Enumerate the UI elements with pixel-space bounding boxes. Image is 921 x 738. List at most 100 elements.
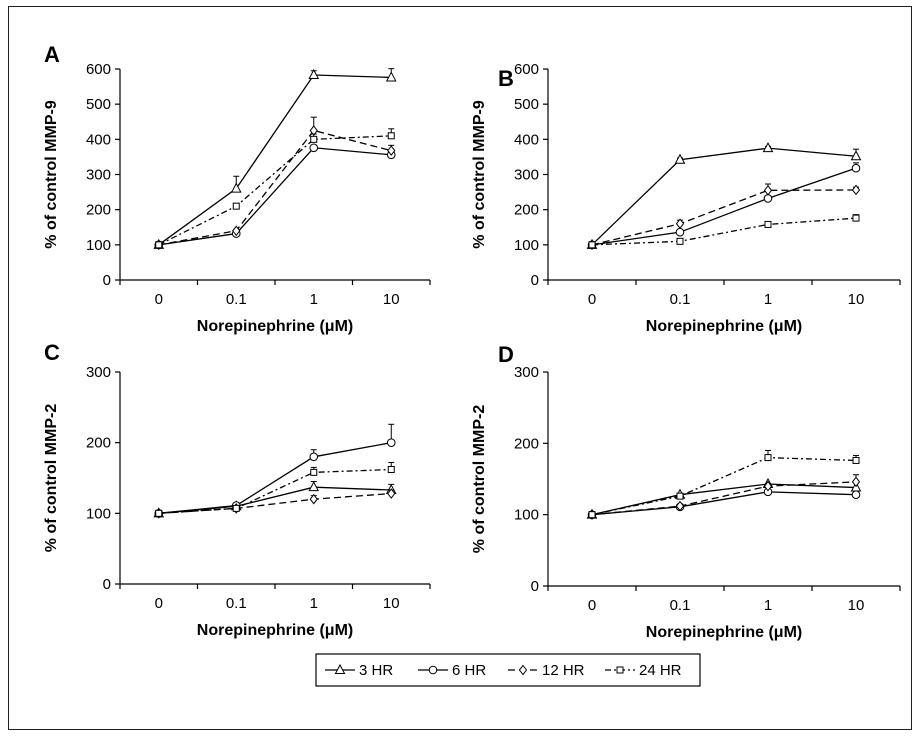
y-tick-label: 300 <box>86 167 111 184</box>
x-tick-label: 0.1 <box>670 291 691 308</box>
data-point <box>308 68 320 79</box>
x-tick-label: 1 <box>310 291 318 308</box>
series-3-hr <box>586 477 862 519</box>
data-point <box>588 241 596 249</box>
data-point <box>763 185 773 196</box>
series-line <box>591 147 857 246</box>
x-tick-label: 0 <box>588 597 596 614</box>
series-line <box>158 468 392 514</box>
legend-label: 12 HR <box>542 662 585 679</box>
x-tick-label: 0.1 <box>226 595 247 612</box>
y-tick-label: 0 <box>103 576 111 593</box>
x-axis-label: Norepinephrine (μM) <box>197 622 353 639</box>
data-point <box>851 476 861 488</box>
series-line <box>591 189 857 246</box>
legend-marker <box>428 665 438 675</box>
panel-letter: C <box>44 340 60 365</box>
x-tick-label: 10 <box>383 595 400 612</box>
data-point <box>387 145 396 156</box>
legend-marker <box>518 664 528 676</box>
data-point <box>851 163 861 173</box>
data-point <box>852 214 860 222</box>
x-tick-label: 0.1 <box>670 597 691 614</box>
series-line <box>158 135 392 246</box>
data-point <box>309 143 319 153</box>
data-point <box>764 454 772 462</box>
y-tick-label: 200 <box>86 202 111 219</box>
legend: 3 HR 6 HR 12 HR 24 HR <box>315 653 701 687</box>
data-point <box>674 153 686 164</box>
y-tick-label: 200 <box>86 435 111 452</box>
data-point <box>762 142 774 153</box>
x-tick-label: 10 <box>848 291 865 308</box>
data-point <box>387 488 396 499</box>
series-6-hr <box>154 143 396 250</box>
chart-panel-b: B 0 100 200 300 400 500 600 0 0.1 1 10 Norepinephrin… <box>471 61 901 335</box>
series-line <box>591 167 857 246</box>
x-axis-label: Norepinephrine (μM) <box>646 318 802 335</box>
data-point <box>850 150 862 161</box>
y-tick-label: 100 <box>514 237 539 254</box>
x-tick-label: 0 <box>155 595 163 612</box>
x-tick-label: 1 <box>310 595 318 612</box>
x-tick-label: 10 <box>383 291 400 308</box>
y-axis-label: % of control MMP-9 <box>471 100 488 249</box>
panel-letter: D <box>498 342 514 367</box>
legend-marker <box>334 663 346 674</box>
chart-panel-a: A 0 100 200 300 400 500 600 0 0.1 1 10 Norepinephrin… <box>43 42 431 335</box>
y-tick-label: 100 <box>514 507 539 524</box>
y-tick-label: 400 <box>514 131 539 148</box>
data-point <box>386 438 396 447</box>
data-point <box>232 202 240 210</box>
y-tick-label: 600 <box>86 61 111 78</box>
y-tick-label: 100 <box>86 505 111 522</box>
panel-letter: B <box>498 66 514 91</box>
series-3-hr <box>586 142 862 249</box>
x-axis-label: Norepinephrine (μM) <box>646 624 802 641</box>
x-tick-label: 10 <box>848 597 865 614</box>
data-point <box>309 493 318 505</box>
data-point <box>232 504 240 512</box>
legend-item-24-hr: 24 HR <box>605 662 682 679</box>
data-point <box>852 456 860 464</box>
data-point <box>308 481 320 492</box>
series-12-hr <box>154 488 396 519</box>
x-tick-label: 0 <box>155 291 163 308</box>
y-tick-label: 500 <box>86 96 111 113</box>
data-point <box>155 241 163 249</box>
series-3-hr <box>153 68 397 249</box>
legend-label: 6 HR <box>452 662 486 679</box>
series-line <box>591 456 857 516</box>
data-point <box>385 71 397 82</box>
series-line <box>158 129 392 246</box>
x-axis-label: Norepinephrine (μM) <box>197 318 353 335</box>
y-axis-label: % of control MMP-9 <box>43 100 60 249</box>
data-point <box>588 511 596 519</box>
data-point <box>763 480 773 492</box>
data-point <box>675 500 685 512</box>
y-tick-label: 300 <box>514 167 539 184</box>
legend-item-3-hr: 3 HR <box>325 662 393 679</box>
y-tick-label: 200 <box>514 202 539 219</box>
series-line <box>591 483 857 516</box>
y-tick-label: 0 <box>103 272 111 289</box>
x-tick-label: 0 <box>588 291 596 308</box>
legend-label: 24 HR <box>639 662 682 679</box>
data-point <box>851 490 861 499</box>
data-point <box>310 468 318 476</box>
y-tick-label: 200 <box>514 435 539 452</box>
data-point <box>387 466 395 474</box>
y-tick-label: 400 <box>86 131 111 148</box>
data-point <box>851 184 861 196</box>
y-tick-label: 300 <box>514 364 539 381</box>
legend-label: 3 HR <box>359 662 393 679</box>
data-point <box>764 220 772 228</box>
data-point <box>155 509 163 517</box>
data-point <box>230 182 242 193</box>
legend-marker <box>616 666 624 674</box>
data-point <box>676 237 684 245</box>
y-tick-label: 0 <box>531 272 539 289</box>
panel-letter: A <box>44 42 60 67</box>
data-point <box>309 452 319 462</box>
series-line <box>158 442 392 514</box>
